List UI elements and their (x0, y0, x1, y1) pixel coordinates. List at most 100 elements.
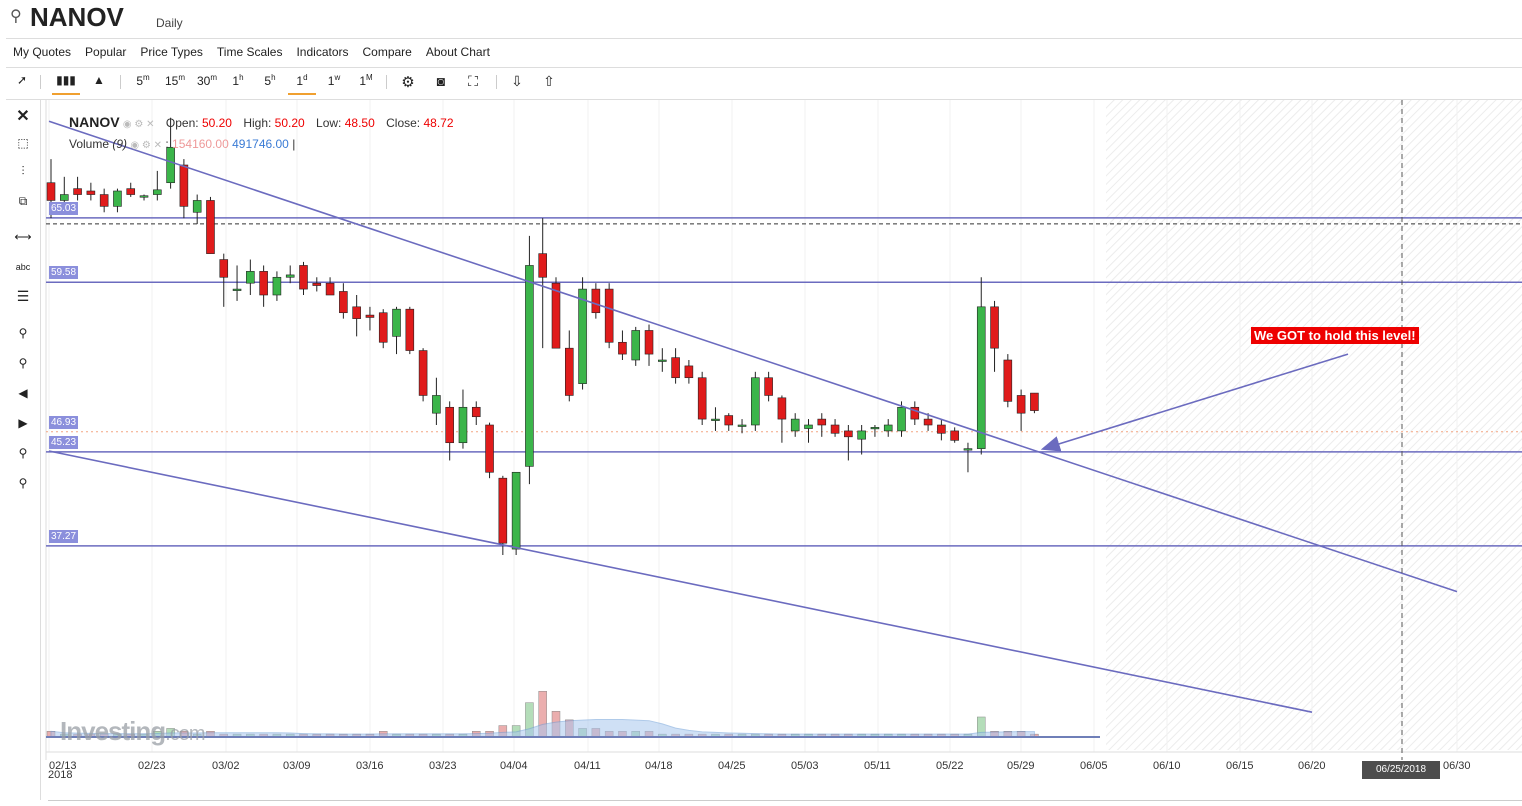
menu-about-chart[interactable]: About Chart (425, 45, 490, 59)
timescale-5m-label: 5 (136, 74, 143, 88)
volume-eye-icon[interactable]: ◉ ⚙ ✕ (130, 140, 163, 151)
candles (46, 117, 1039, 555)
header: ⚲ NANOV Daily (0, 0, 1522, 38)
candle-body (445, 406, 454, 444)
scroll-right-icon[interactable]: ▶ (18, 416, 28, 430)
candle-body (551, 282, 561, 349)
x-tick-label: 03/02 (212, 760, 240, 772)
timescale-1w[interactable]: 1w (324, 73, 344, 93)
x-tick-label: 04/25 (718, 760, 746, 772)
timescale-1h[interactable]: 1h (228, 73, 248, 93)
timescale-1h-unit: h (239, 73, 244, 82)
candle-body (724, 415, 734, 426)
candle-body (844, 430, 853, 438)
toolbar: ➚ ▮▮▮ ▲ 5m 15m 30m 1h 5h 1d 1w 1M ⚙ ◙ ⛶ … (6, 67, 1522, 100)
candle-body (458, 406, 468, 444)
cursor-icon[interactable]: ➚ (16, 73, 28, 87)
line-tool-icon[interactable]: ⟷ (14, 230, 32, 244)
candle-body (897, 406, 906, 432)
volume-label: Volume (69, 137, 110, 151)
timescale-5h[interactable]: 5h (260, 73, 280, 93)
timescale-5h-label: 5 (264, 74, 272, 88)
candle-body (86, 190, 96, 195)
low-value: 48.50 (344, 116, 375, 130)
candle-body (618, 341, 627, 355)
candle-body (246, 271, 255, 284)
candle-body (339, 291, 348, 314)
horizontal-levels[interactable] (46, 217, 1522, 547)
candle-body (325, 282, 335, 296)
x-tick-label: 02/23 (138, 760, 166, 772)
volume-legend: Volume (9) ◉ ⚙ ✕ : 154160.00 491746.00 | (69, 137, 296, 151)
annotation-note[interactable]: We GOT to hold this level! (1251, 327, 1419, 344)
candle-body (511, 471, 521, 550)
upload-icon[interactable]: ⇧ (543, 73, 555, 89)
drawing-toolbar: ✕ ⬚ ⫶ ⧉ ⟷ abc ☰ ⚲ ⚲ ◀ ▶ ⚲ ⚲ (6, 100, 41, 800)
candle-body (711, 418, 720, 421)
zoom-in-icon[interactable]: ⚲ (18, 326, 28, 340)
bottom-border (48, 800, 1522, 801)
candle-body (817, 418, 827, 426)
timescale-15m[interactable]: 15m (162, 73, 188, 93)
levels-tool-icon[interactable]: ☰ (16, 288, 30, 304)
menu-my-quotes[interactable]: My Quotes (13, 45, 72, 59)
year-label: 2018 (48, 769, 73, 781)
candle-body (790, 418, 800, 432)
timescale-30m[interactable]: 30m (194, 73, 220, 93)
scroll-left-icon[interactable]: ◀ (18, 386, 28, 400)
timescale-1M-label: 1 (359, 74, 366, 88)
candle-body (418, 350, 428, 396)
eye-icon[interactable]: ◉ ⚙ ✕ (122, 119, 155, 130)
menu-time-scales[interactable]: Time Scales (216, 45, 283, 59)
menu-compare[interactable]: Compare (362, 45, 412, 59)
candle-body (538, 253, 547, 278)
duplicate-icon[interactable]: ⧉ (18, 194, 28, 208)
download-icon[interactable]: ⇩ (511, 73, 523, 89)
x-tick-label: 05/29 (1007, 760, 1035, 772)
timescale-1d[interactable]: 1d (288, 73, 316, 95)
candle-body (166, 146, 175, 184)
timescale-1M[interactable]: 1M (356, 73, 376, 93)
candlestick-icon[interactable]: ▮▮▮ (52, 73, 80, 95)
text-tool-icon[interactable]: abc (15, 262, 31, 272)
user-add-icon[interactable]: ⚲ (18, 446, 28, 460)
timescale-1h-label: 1 (232, 74, 240, 88)
x-tick-label: 05/11 (864, 760, 891, 772)
candle-body (46, 182, 56, 201)
fullscreen-icon[interactable]: ⛶ (468, 73, 478, 89)
gear-icon[interactable]: ⚙ (401, 74, 415, 91)
candle-body (830, 424, 840, 434)
trend-line[interactable] (48, 120, 1458, 593)
candle-body (113, 190, 122, 207)
x-tick-label: 04/04 (500, 760, 528, 772)
price-tag: 45.23 (49, 435, 79, 449)
timescale-1d-label: 1 (296, 74, 304, 88)
candle-body (432, 395, 441, 414)
area-chart-icon[interactable]: ▲ (93, 73, 105, 87)
trendlines[interactable] (48, 120, 1458, 713)
candle-body (378, 312, 388, 343)
fib-tool-icon[interactable]: ⫶ (21, 164, 25, 178)
menu-popular[interactable]: Popular (85, 45, 127, 59)
timescale-5m[interactable]: 5m (132, 73, 154, 93)
close-icon[interactable]: ✕ (16, 108, 30, 125)
x-tick-label: 02/13 (49, 760, 77, 772)
candle-body (219, 259, 229, 278)
timescale-1d-unit: d (303, 73, 308, 82)
candle-body (697, 377, 707, 420)
arrow-line[interactable] (1040, 353, 1349, 452)
x-tick-label: 05/03 (791, 760, 819, 772)
trend-line[interactable] (48, 450, 1313, 713)
zoom-out-icon[interactable]: ⚲ (18, 356, 28, 370)
candle-body (179, 164, 189, 207)
x-tick-label: 03/16 (356, 760, 384, 772)
user-remove-icon[interactable]: ⚲ (18, 476, 28, 490)
menu-indicators[interactable]: Indicators (296, 45, 349, 59)
menu-price-types[interactable]: Price Types (140, 45, 203, 59)
timescale-5m-unit: m (143, 73, 150, 82)
select-draw-icon[interactable]: ⬚ (17, 136, 29, 150)
camera-icon[interactable]: ◙ (436, 73, 446, 89)
search-icon[interactable]: ⚲ (10, 8, 22, 25)
timescale-30m-label: 30 (196, 74, 211, 88)
